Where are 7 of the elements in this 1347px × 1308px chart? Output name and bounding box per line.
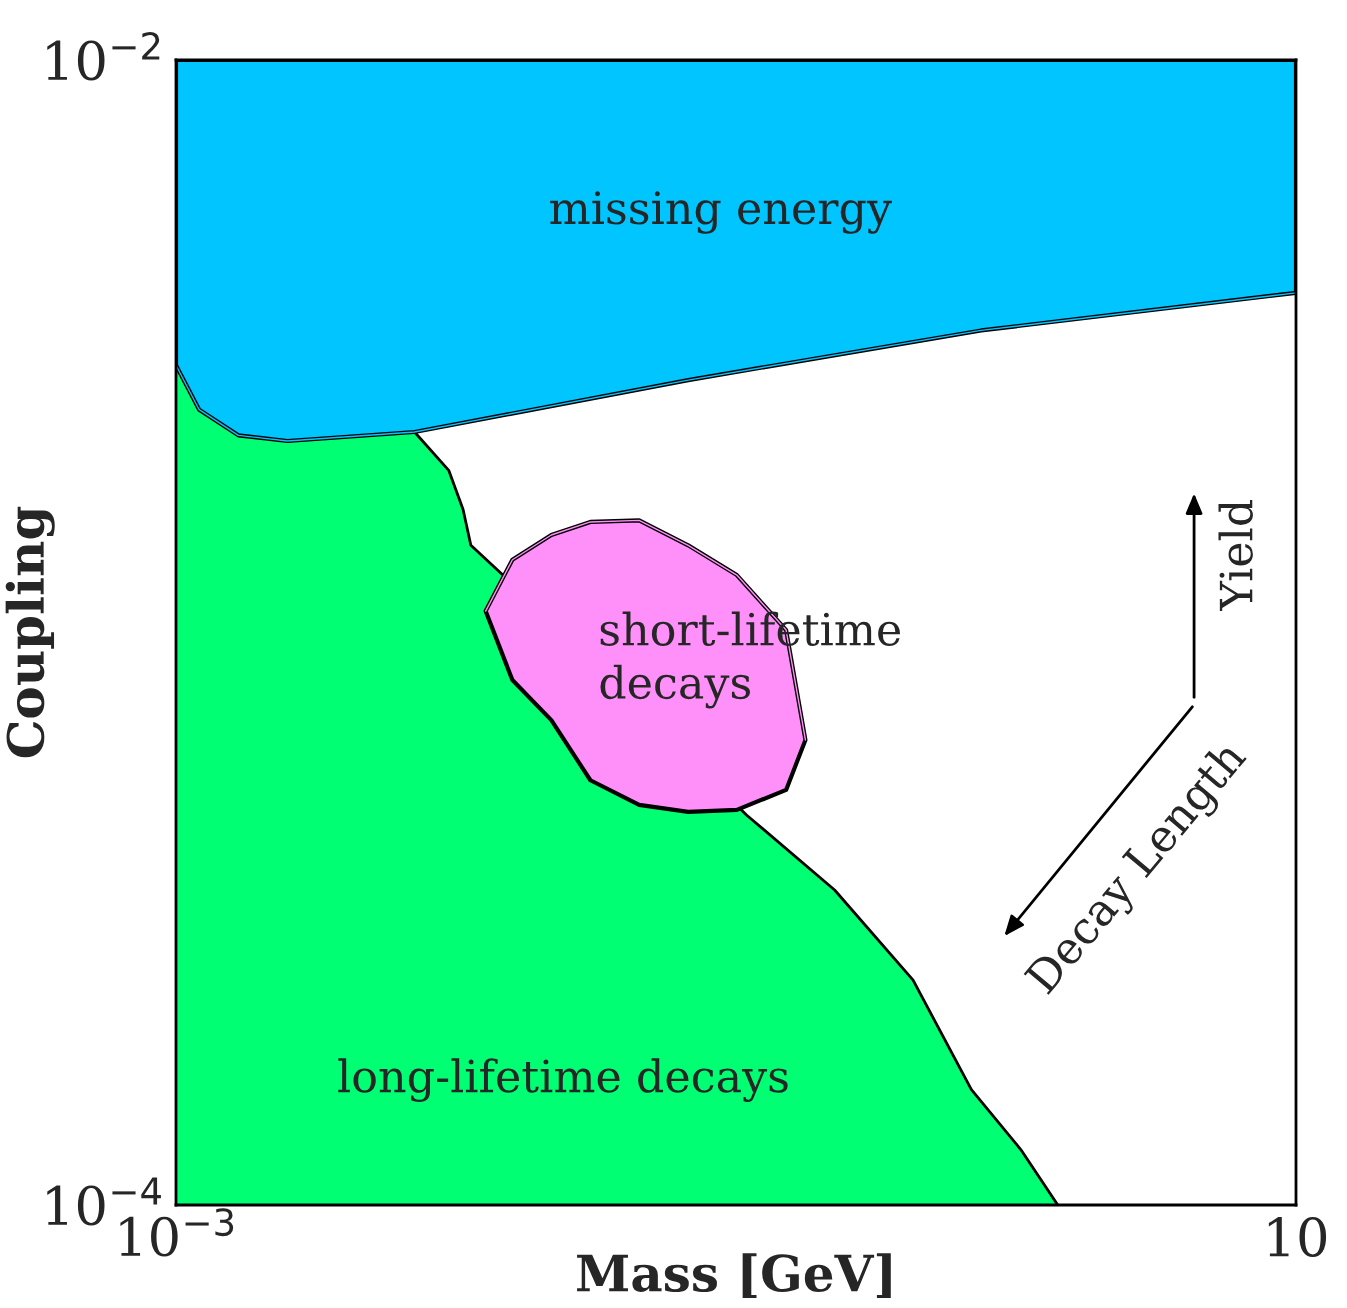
x-tick-label: 10	[1268, 1217, 1327, 1257]
annotation: Yield	[1218, 500, 1253, 612]
x-axis-title: Mass [GeV]	[577, 1253, 891, 1298]
annotation: long-lifetime decays	[338, 1058, 788, 1103]
annotation: missing energy	[550, 191, 892, 234]
y-axis-title: Coupling	[5, 506, 55, 758]
y-tick-label: 10$^{−2}$	[47, 32, 160, 81]
